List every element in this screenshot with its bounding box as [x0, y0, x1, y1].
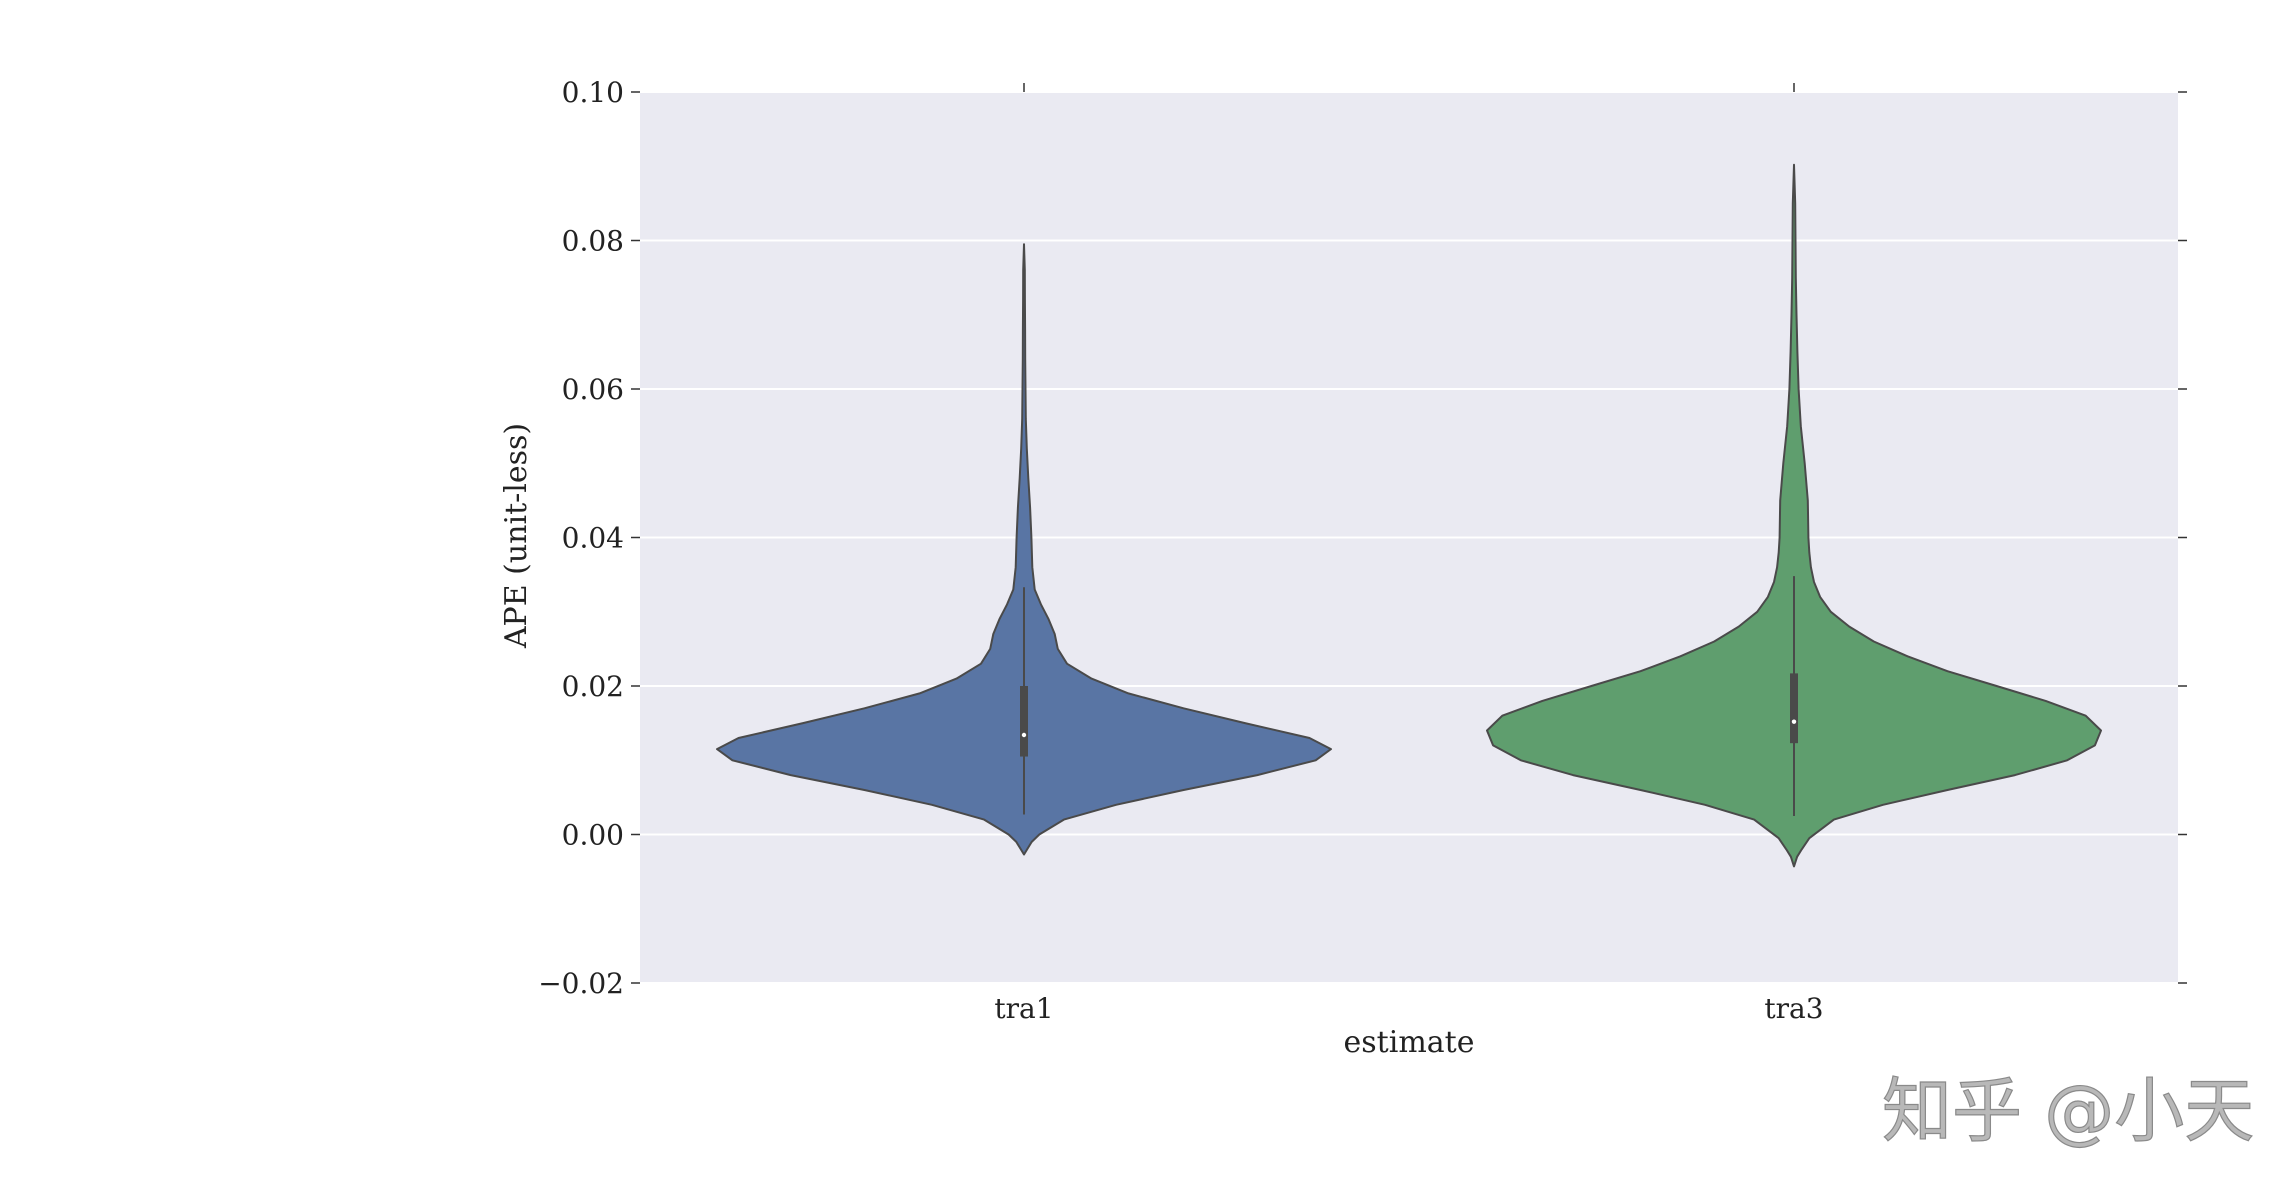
y-axis-title: APE (unit-less): [499, 423, 534, 649]
y-tick-label: 0.08: [562, 225, 624, 258]
y-tick-label: −0.02: [538, 967, 624, 1000]
iqr-box-tra3: [1790, 673, 1798, 744]
y-tick-label: 0.06: [562, 373, 624, 406]
median-point-tra3: [1791, 719, 1797, 724]
y-tick-label: 0.00: [562, 819, 624, 852]
tick-labels: −0.02 0.00 0.02 0.04 0.06 0.08 0.10 tra1 tra3: [538, 76, 1823, 1025]
y-tick-label: 0.02: [562, 670, 624, 703]
y-tick-label: 0.04: [562, 522, 624, 555]
violin-tra3: [1486, 163, 2102, 868]
x-tick-label: tra3: [1764, 992, 1823, 1025]
x-axis-title: estimate: [1344, 1025, 1475, 1060]
gridlines: [640, 91, 2178, 984]
y-tick-label: 0.10: [562, 76, 624, 109]
watermark-text: 知乎 @小天: [1882, 1070, 2254, 1152]
violin-tra1: [716, 243, 1332, 856]
violins: [716, 163, 2102, 868]
axis-ticks: [631, 83, 2187, 984]
iqr-box-tra1: [1020, 686, 1028, 757]
x-tick-label: tra1: [994, 992, 1053, 1025]
median-point-tra1: [1021, 732, 1027, 738]
